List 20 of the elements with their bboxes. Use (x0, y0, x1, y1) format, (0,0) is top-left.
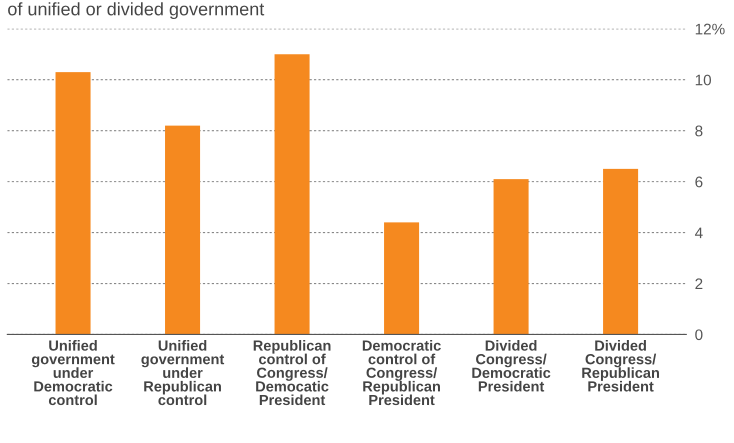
y-tick-label: 12% (696, 24, 725, 34)
x-tick-label: Unified government under Democratic control (32, 340, 115, 406)
x-tick-label: Divided Congress/ Republican President (582, 340, 659, 392)
y-tick-label: 2 (695, 278, 702, 290)
x-tick-label: Democratic control of Congress/ Republican President (362, 340, 441, 406)
bar (603, 168, 638, 334)
y-tick-label: 0 (695, 329, 703, 340)
x-tick-label: Republican control of Congress/ Democatic President (254, 340, 330, 406)
y-tick-label: 8 (695, 126, 702, 136)
y-tick-label: 4 (694, 228, 703, 238)
bar (274, 54, 310, 334)
x-tick-label: Divided Congress/ Democratic President (472, 340, 550, 392)
bar (56, 72, 91, 334)
y-tick-label: 10 (696, 74, 712, 86)
y-tick-label: 6 (695, 176, 702, 188)
chart-subtitle: of unified or divided government (8, 2, 264, 20)
bar (165, 126, 200, 334)
bar (384, 222, 420, 334)
bar (494, 179, 529, 334)
x-tick-label: Unified government under Republican control (141, 340, 224, 406)
